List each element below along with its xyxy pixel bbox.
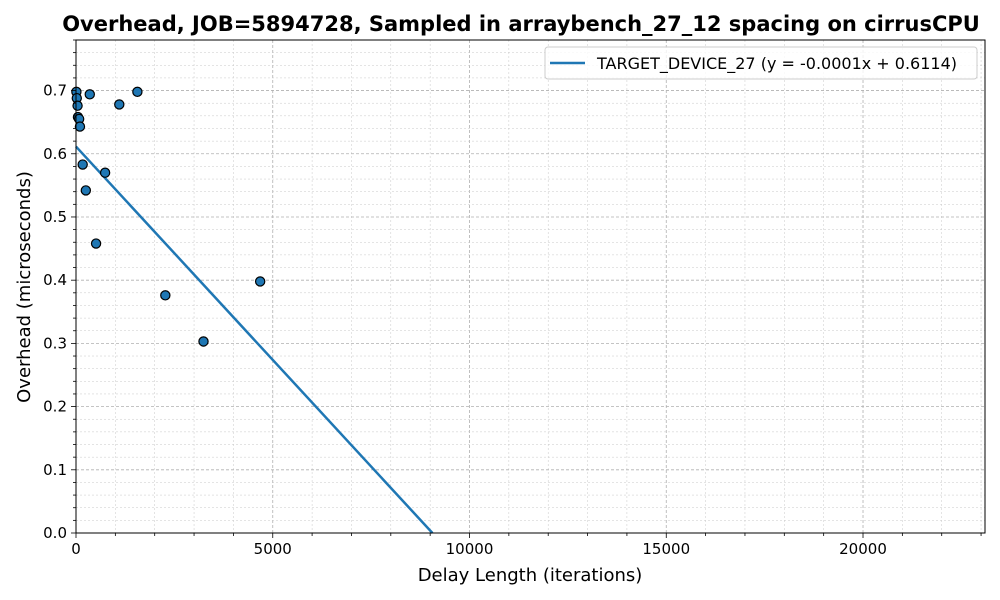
y-tick-label: 0.3 — [43, 334, 67, 352]
x-tick-label: 15000 — [642, 540, 690, 558]
legend-box — [544, 46, 978, 80]
y-tick-label: 0.5 — [43, 208, 67, 226]
data-point — [74, 121, 86, 132]
data-point — [84, 89, 95, 100]
data-point — [198, 336, 209, 347]
x-tick-label: 0 — [71, 540, 81, 558]
trend-line — [75, 145, 434, 534]
y-tick-label: 0.7 — [43, 82, 67, 100]
chart-title: Overhead, JOB=5894728, Sampled in arrayb… — [62, 12, 980, 36]
axis-ticks: 0 5000 10000 15000 20000 0.0 0.1 0.2 0.3 0.4 0.5 0.… — [43, 39, 982, 558]
data-point — [80, 185, 92, 196]
y-tick-label: 0.1 — [43, 461, 67, 479]
legend-entry: TARGET_DEVICE_27 (y = -0.0001x + 0.6114) — [596, 54, 957, 74]
y-tick-label: 0.2 — [43, 398, 67, 416]
data-point — [160, 290, 171, 301]
plot-frame — [75, 39, 986, 534]
data-point — [90, 238, 102, 249]
data-point — [254, 276, 266, 287]
data-point — [132, 86, 143, 98]
data-point — [72, 100, 83, 111]
data-point — [99, 167, 111, 178]
x-tick-label: 20000 — [839, 540, 887, 558]
x-tick-label: 5000 — [254, 540, 292, 558]
data-point — [114, 99, 125, 110]
y-tick-label: 0.4 — [43, 271, 67, 289]
y-tick-label: 0.6 — [43, 145, 67, 163]
y-tick-label: 0.0 — [43, 524, 67, 542]
legend: TARGET_DEVICE_27 (y = -0.0001x + 0.6114) — [544, 46, 978, 80]
x-tick-label: 10000 — [446, 540, 494, 558]
data-point — [77, 159, 88, 170]
y-axis-label: Overhead (microseconds) — [14, 171, 35, 403]
x-axis-label: Delay Length (iterations) — [418, 565, 643, 586]
trend-line-group — [75, 145, 434, 534]
grid — [75, 39, 985, 534]
